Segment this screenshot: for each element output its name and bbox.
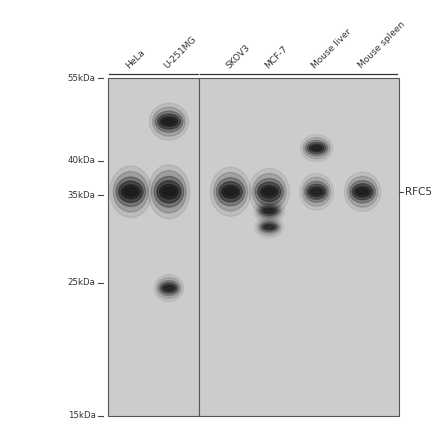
Ellipse shape <box>303 138 330 159</box>
Bar <box>199 78 399 415</box>
Ellipse shape <box>357 189 368 195</box>
Ellipse shape <box>263 224 276 230</box>
Ellipse shape <box>157 277 181 299</box>
Ellipse shape <box>221 185 240 198</box>
Ellipse shape <box>264 209 274 213</box>
Text: 25kDa: 25kDa <box>68 278 95 288</box>
Ellipse shape <box>301 135 333 161</box>
Ellipse shape <box>116 177 146 206</box>
Ellipse shape <box>311 189 322 195</box>
Ellipse shape <box>262 207 276 214</box>
Ellipse shape <box>307 142 326 153</box>
Text: U-251MG: U-251MG <box>163 34 198 70</box>
Ellipse shape <box>352 184 373 200</box>
Ellipse shape <box>155 111 183 132</box>
Ellipse shape <box>151 171 187 213</box>
Ellipse shape <box>258 204 280 218</box>
Ellipse shape <box>163 119 175 125</box>
Ellipse shape <box>219 182 242 202</box>
Text: 40kDa: 40kDa <box>68 156 95 165</box>
Text: SKOV3: SKOV3 <box>224 43 252 70</box>
Ellipse shape <box>124 187 137 196</box>
Ellipse shape <box>254 198 285 223</box>
Ellipse shape <box>164 286 174 290</box>
Ellipse shape <box>162 187 176 196</box>
Text: MCF-7: MCF-7 <box>263 44 289 70</box>
Text: Mouse spleen: Mouse spleen <box>356 20 407 70</box>
Ellipse shape <box>210 167 251 217</box>
Ellipse shape <box>300 173 334 210</box>
Ellipse shape <box>345 172 381 211</box>
Ellipse shape <box>158 114 180 129</box>
Ellipse shape <box>263 188 276 195</box>
Ellipse shape <box>260 206 278 216</box>
Ellipse shape <box>224 188 237 196</box>
Ellipse shape <box>261 222 278 232</box>
Ellipse shape <box>302 177 330 206</box>
Ellipse shape <box>264 225 274 229</box>
Ellipse shape <box>158 280 180 296</box>
Ellipse shape <box>157 181 181 203</box>
Ellipse shape <box>350 180 375 203</box>
Text: 35kDa: 35kDa <box>68 191 95 200</box>
Ellipse shape <box>119 181 143 202</box>
Ellipse shape <box>150 103 188 140</box>
Ellipse shape <box>110 166 152 217</box>
Ellipse shape <box>257 218 281 235</box>
Ellipse shape <box>249 168 290 215</box>
Ellipse shape <box>304 181 329 202</box>
Ellipse shape <box>255 179 283 205</box>
Ellipse shape <box>153 107 185 136</box>
Ellipse shape <box>154 176 184 207</box>
Ellipse shape <box>257 182 281 202</box>
Ellipse shape <box>121 185 140 199</box>
Text: 15kDa: 15kDa <box>68 411 95 420</box>
Ellipse shape <box>255 216 284 238</box>
Text: RFC5: RFC5 <box>405 187 432 197</box>
Ellipse shape <box>256 201 282 220</box>
Ellipse shape <box>307 184 326 199</box>
Ellipse shape <box>309 145 324 152</box>
Ellipse shape <box>347 176 378 207</box>
Ellipse shape <box>160 283 178 294</box>
Ellipse shape <box>305 140 328 156</box>
Ellipse shape <box>214 172 248 211</box>
Bar <box>108 78 199 415</box>
Ellipse shape <box>113 172 148 212</box>
Ellipse shape <box>160 184 178 199</box>
Ellipse shape <box>148 165 190 219</box>
Ellipse shape <box>260 186 279 198</box>
Ellipse shape <box>162 284 176 292</box>
Text: 55kDa: 55kDa <box>68 74 95 82</box>
Text: Mouse liver: Mouse liver <box>310 27 353 70</box>
Ellipse shape <box>154 275 184 302</box>
Ellipse shape <box>354 187 371 197</box>
Ellipse shape <box>252 173 286 210</box>
Ellipse shape <box>160 117 178 127</box>
Ellipse shape <box>309 187 324 197</box>
Ellipse shape <box>312 146 322 150</box>
Ellipse shape <box>216 178 245 206</box>
Ellipse shape <box>259 220 279 233</box>
Text: HeLa: HeLa <box>125 48 147 70</box>
